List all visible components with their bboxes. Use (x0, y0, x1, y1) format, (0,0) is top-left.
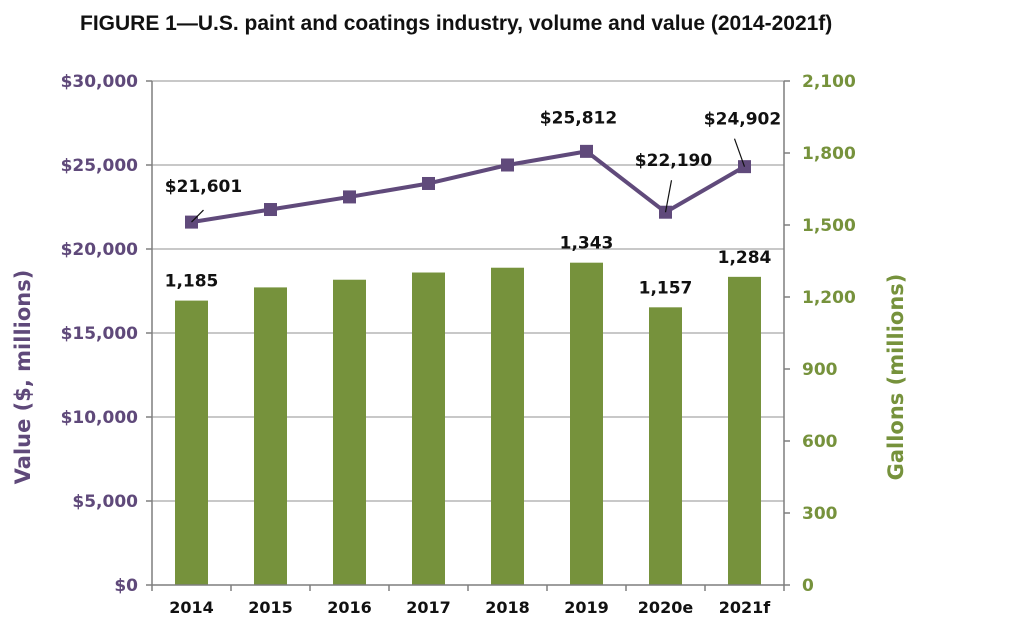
line-marker (501, 158, 514, 172)
data-labels: 1,185 1,343 1,157 1,284 $21,601 $25,812 $22,19… (165, 108, 782, 298)
x-tick-label: 2017 (406, 598, 451, 617)
data-label-leader (733, 138, 746, 167)
line-marker (580, 144, 593, 158)
x-tick-label: 2021f (719, 598, 772, 617)
x-tick-label: 2018 (485, 598, 530, 617)
bar-data-label: 1,185 (165, 272, 219, 292)
y-right-tick-label: 2,100 (802, 72, 856, 92)
y-right-tick-label: 600 (802, 432, 838, 452)
y-left-tick-label: $30,000 (61, 72, 139, 92)
data-label-leader (191, 209, 204, 223)
y-right-tick-label: 1,500 (802, 216, 856, 236)
y-left-tick-label: $5,000 (72, 492, 138, 512)
y-right-tick-label: 900 (802, 360, 838, 380)
x-tick-label: 2016 (327, 598, 372, 617)
bar (491, 267, 524, 585)
line-data-label: $21,601 (165, 177, 242, 197)
bar-series (175, 262, 761, 585)
axes: $0 $5,000 $10,000 $15,000 $20,000 $25,000 $30,… (61, 72, 856, 617)
bar (728, 276, 761, 585)
y-right-tick-label: 1,200 (802, 288, 856, 308)
y-left-tick-label: $0 (114, 576, 138, 596)
y-right-tick-label: 1,800 (802, 144, 856, 164)
bar-data-label: 1,343 (560, 234, 614, 254)
x-tick-label: 2014 (169, 598, 214, 617)
line-data-label: $25,812 (540, 108, 617, 128)
line-data-label: $24,902 (704, 110, 781, 130)
y-left-tick-label: $25,000 (61, 156, 139, 176)
y-right-tick-label: 300 (802, 504, 838, 524)
y-left-tick-label: $20,000 (61, 240, 139, 260)
y-axis-right-title: Gallons (millions) (884, 274, 908, 481)
y-left-tick-label: $15,000 (61, 324, 139, 344)
line-data-label: $22,190 (635, 151, 713, 171)
bar (649, 307, 682, 585)
bar-data-label: 1,284 (718, 248, 772, 268)
bar (175, 300, 208, 585)
line-marker (264, 203, 277, 217)
line-marker (343, 190, 356, 204)
chart-title: FIGURE 1—U.S. paint and coatings industr… (80, 12, 832, 35)
bar-data-label: 1,157 (639, 278, 693, 298)
bar (333, 279, 366, 585)
y-right-tick-label: 0 (802, 576, 814, 596)
y-axis-left-title: Value ($, millions) (11, 270, 35, 485)
x-tick-label: 2020e (638, 598, 694, 617)
value-line (191, 149, 746, 225)
bar (570, 262, 603, 585)
bar (254, 287, 287, 585)
x-tick-label: 2015 (248, 598, 293, 617)
line-marker (422, 176, 435, 190)
bar (412, 272, 445, 585)
data-label-leader (664, 180, 673, 213)
y-left-tick-label: $10,000 (61, 408, 139, 428)
x-tick-label: 2019 (564, 598, 609, 617)
